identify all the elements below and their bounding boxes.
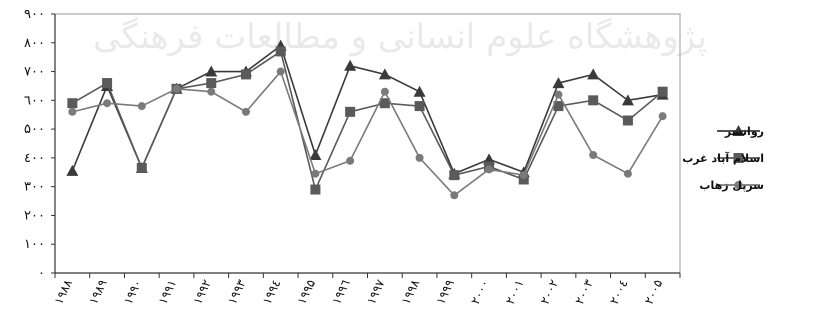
x-tick-label: ۱۹۸۹ <box>86 277 110 306</box>
data-point-circle <box>554 90 563 99</box>
x-tick-label: ۱۹۹۲ <box>190 277 214 306</box>
data-point-square <box>622 115 633 126</box>
x-tick-label: ۱۹۹٦ <box>329 277 353 306</box>
x-tick-label: ۲۰۰٤ <box>607 277 631 306</box>
data-point-circle <box>241 107 250 116</box>
data-point-circle <box>485 165 494 174</box>
series-triangle <box>66 39 669 179</box>
y-tick-label: ۳۰۰ <box>24 180 45 195</box>
data-point-square <box>414 101 425 112</box>
y-tick-label: ۷۰۰ <box>24 65 45 80</box>
data-point-circle <box>276 67 285 76</box>
x-tick-label: ۲۰۰۵ <box>642 277 666 306</box>
x-tick-label: ۱۹۹۳ <box>225 277 249 307</box>
legend-marker-square <box>733 153 744 163</box>
data-point-square <box>310 184 321 195</box>
legend-item: اسلام آباد غرب <box>682 151 764 165</box>
legend: روانسر اسلام آباد غرب سرپل زهاب <box>682 125 764 192</box>
data-point-triangle <box>66 164 79 176</box>
data-point-square <box>553 101 564 112</box>
x-tick-label: ۲۰۰۱ <box>503 277 527 306</box>
x-tick-label: ۱۹۹۵ <box>295 277 319 306</box>
data-point-circle <box>346 156 355 165</box>
data-point-triangle <box>413 85 426 97</box>
data-point-triangle <box>205 65 218 77</box>
data-point-square <box>657 86 668 97</box>
x-tick-label: ۲۰۰۲ <box>538 277 562 306</box>
x-tick-label: ۱۹۹۱ <box>156 277 180 306</box>
y-tick-label: ٦۰۰ <box>24 93 45 108</box>
x-tick-label: ۲۰۰۰ <box>468 277 492 306</box>
x-tick-label: ۲۰۰۳ <box>572 277 596 307</box>
x-tick-label: ۱۹۸۸ <box>51 277 75 307</box>
y-tick-label: ۸۰۰ <box>24 36 45 51</box>
data-point-triangle <box>378 68 391 80</box>
y-tick-label: ۹۰۰ <box>24 7 45 22</box>
y-tick-label: ۱۰۰ <box>24 237 45 252</box>
data-point-square <box>588 95 599 106</box>
data-point-circle <box>137 102 146 111</box>
x-tick-label: ۱۹۹٤ <box>260 277 284 306</box>
data-point-triangle <box>587 68 600 80</box>
data-point-triangle <box>621 94 634 106</box>
y-tick-label: ۲۰۰ <box>24 208 45 223</box>
legend-marker-circle <box>734 181 743 189</box>
data-point-circle <box>589 151 598 160</box>
data-point-square <box>136 162 147 173</box>
data-point-circle <box>68 107 77 116</box>
legend-item: سرپل زهاب <box>699 179 764 192</box>
data-point-circle <box>103 99 112 108</box>
data-point-circle <box>623 169 632 178</box>
data-point-square <box>102 78 113 89</box>
series-line <box>72 69 664 197</box>
data-point-circle <box>207 87 216 96</box>
data-point-square <box>206 78 217 89</box>
legend-label: سرپل زهاب <box>699 179 764 192</box>
data-point-circle <box>380 87 389 96</box>
y-tick-label: ۰ <box>38 266 45 281</box>
data-point-triangle <box>309 149 322 161</box>
series-square <box>67 46 668 195</box>
series-circle <box>68 67 667 200</box>
legend-item: روانسر <box>717 125 764 138</box>
y-tick-label: ۵۰۰ <box>24 122 45 137</box>
data-point-circle <box>519 171 528 180</box>
x-tick-label: ۱۹۹۷ <box>364 277 388 307</box>
y-tick-label: ٤۰۰ <box>24 151 45 166</box>
y-axis: ۰ ۱۰۰ ۲۰۰ ۳۰۰ ٤۰۰ ۵۰۰ ٦۰۰ ۷۰۰ ۸۰۰ ۹۰۰ <box>24 7 56 281</box>
data-point-square <box>67 98 78 109</box>
data-point-square <box>379 98 390 109</box>
data-point-circle <box>450 191 459 200</box>
data-point-square <box>449 170 460 181</box>
data-point-circle <box>658 112 667 121</box>
x-tick-label: ۱۹۹۰ <box>121 277 145 306</box>
x-tick-label: ۱۹۹۹ <box>433 277 457 306</box>
data-point-triangle <box>552 77 565 89</box>
watermark-text: پژوهشگاه علوم انسانی و مطالعات فرهنگی <box>93 17 707 57</box>
series-layer <box>66 39 669 200</box>
series-line <box>71 44 663 175</box>
data-point-square <box>518 174 529 185</box>
data-point-square <box>345 106 356 117</box>
legend-label: اسلام آباد غرب <box>682 151 764 165</box>
data-point-circle <box>311 169 320 178</box>
data-point-circle <box>415 153 424 162</box>
x-axis: ۱۹۸۸ ۱۹۸۹ ۱۹۹۰ ۱۹۹۱ ۱۹۹۲ ۱۹۹۳ ۱۹۹٤ ۱۹۹۵ ۱۹۹٦ ۱۹۹۷… <box>51 272 681 307</box>
data-point-circle <box>172 84 181 93</box>
data-point-triangle <box>344 59 357 71</box>
x-tick-label: ۱۹۹۸ <box>399 277 423 307</box>
legend-marker-triangle <box>732 125 745 136</box>
data-point-square <box>275 46 286 57</box>
data-point-square <box>240 69 251 80</box>
legend-label: روانسر <box>724 125 764 138</box>
